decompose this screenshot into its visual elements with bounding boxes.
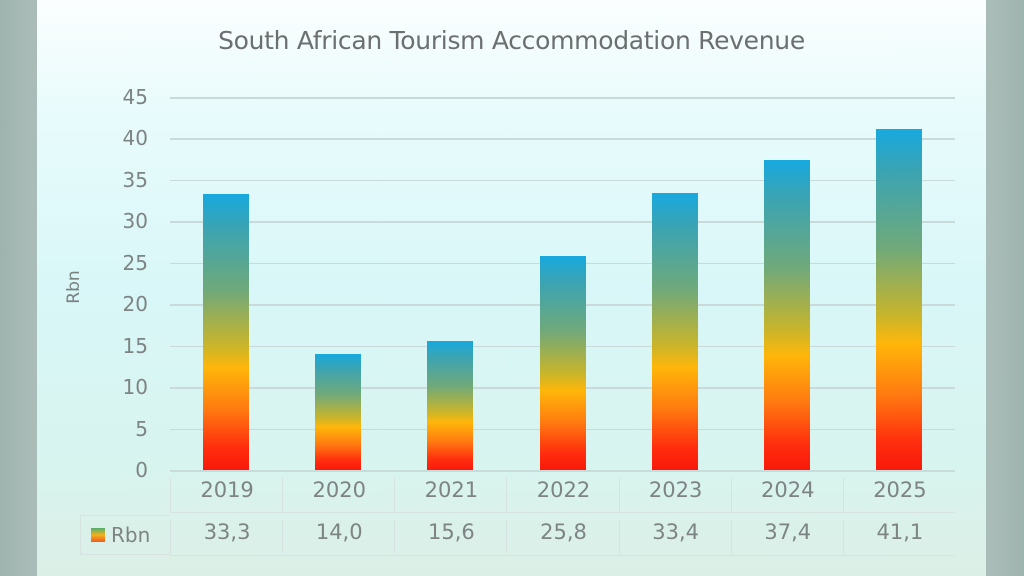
gridline: [170, 470, 955, 472]
bar-2022: [539, 256, 586, 470]
y-tick-label: 10: [122, 375, 148, 400]
y-tick-label: 30: [122, 209, 148, 234]
value-cell: 33,3: [170, 520, 283, 554]
category-label: 2024: [730, 478, 844, 512]
bar-2024: [763, 159, 810, 470]
bar-2020: [315, 353, 362, 470]
value-row: 33,3 14,0 15,6 25,8 33,4 37,4 41,1: [170, 520, 955, 554]
category-label: 2019: [170, 478, 283, 512]
bar-2019: [203, 193, 250, 470]
gridline: [170, 138, 955, 140]
table-divider: [170, 512, 955, 513]
y-axis-label: Rbn: [64, 270, 84, 304]
chart-panel: [37, 0, 986, 576]
value-cell: 25,8: [506, 520, 619, 554]
value-cell: 33,4: [618, 520, 732, 554]
value-cell: 15,6: [394, 520, 507, 554]
y-tick-label: 35: [122, 167, 148, 192]
y-tick-label: 15: [122, 333, 148, 358]
gridline: [170, 221, 955, 223]
y-tick-label: 25: [122, 250, 148, 275]
category-row: 2019 2020 2021 2022 2023 2024 2025: [170, 478, 955, 512]
y-tick-label: 5: [135, 416, 148, 441]
value-cell: 37,4: [730, 520, 844, 554]
category-label: 2020: [282, 478, 395, 512]
category-label: 2022: [506, 478, 619, 512]
legend-cell: Rbn: [80, 515, 170, 555]
table-bottom-border: [170, 555, 955, 556]
legend-swatch-icon: [91, 528, 105, 542]
category-label: 2023: [618, 478, 732, 512]
y-tick-label: 0: [135, 458, 148, 482]
category-label: 2021: [394, 478, 507, 512]
gridline: [170, 97, 955, 99]
gridline: [170, 179, 955, 182]
value-cell: 41,1: [842, 520, 956, 554]
value-cell: 14,0: [282, 520, 395, 554]
chart-title: South African Tourism Accommodation Reve…: [218, 26, 805, 55]
y-tick-label: 45: [122, 85, 148, 109]
bar-2021: [427, 340, 474, 470]
bar-2023: [651, 193, 698, 470]
bar-2025: [875, 129, 922, 470]
y-tick-label: 20: [122, 292, 148, 317]
legend-label: Rbn: [111, 523, 151, 547]
y-tick-label: 40: [122, 126, 148, 151]
category-label: 2025: [842, 478, 956, 512]
